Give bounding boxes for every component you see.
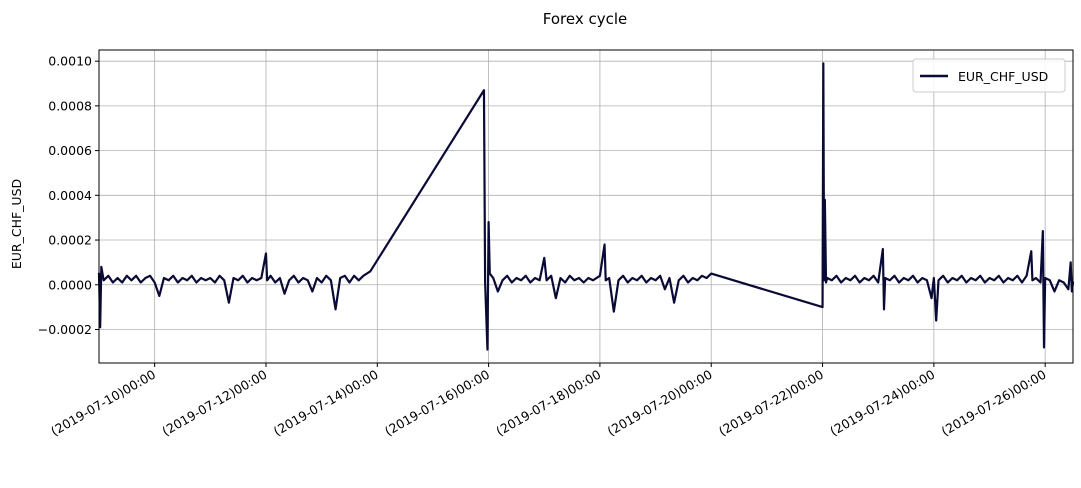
x-tick-label: (2019-07-24)00:00 — [827, 367, 937, 439]
x-tick-label: (2019-07-16)00:00 — [382, 367, 492, 439]
y-tick-label: 0.0002 — [48, 233, 92, 248]
y-tick-label: 0.0010 — [48, 54, 92, 69]
x-tick-label: (2019-07-18)00:00 — [493, 367, 603, 439]
x-tick-label: (2019-07-10)00:00 — [48, 367, 158, 439]
x-tick-label: (2019-07-22)00:00 — [716, 367, 826, 439]
x-tick-label: (2019-07-14)00:00 — [271, 367, 381, 439]
x-tick-label: (2019-07-12)00:00 — [159, 367, 269, 439]
y-tick-label: 0.0006 — [48, 143, 92, 158]
grid-lines — [99, 50, 1073, 363]
series-line-eur-chf-usd — [97, 62, 1075, 351]
legend-box — [912, 58, 1066, 93]
chart-title: Forex cycle — [543, 10, 628, 28]
x-tick-label: (2019-07-26)00:00 — [939, 367, 1049, 439]
axis-ticks: −0.0002 0.0000 0.0002 0.0004 0.0006 0.0008 0.0… — [38, 54, 1049, 439]
x-tick-label: (2019-07-20)00:00 — [605, 367, 715, 439]
y-tick-label: 0.0000 — [48, 277, 92, 292]
series-layer — [97, 62, 1075, 351]
legend-entry-label: EUR_CHF_USD — [958, 69, 1048, 84]
y-axis-label: EUR_CHF_USD — [9, 179, 24, 269]
y-tick-label: −0.0002 — [38, 322, 92, 337]
legend: EUR_CHF_USD — [912, 58, 1066, 93]
y-tick-label: 0.0004 — [48, 188, 92, 203]
y-tick-label: 0.0008 — [48, 98, 92, 113]
plot-frame — [98, 49, 1074, 364]
